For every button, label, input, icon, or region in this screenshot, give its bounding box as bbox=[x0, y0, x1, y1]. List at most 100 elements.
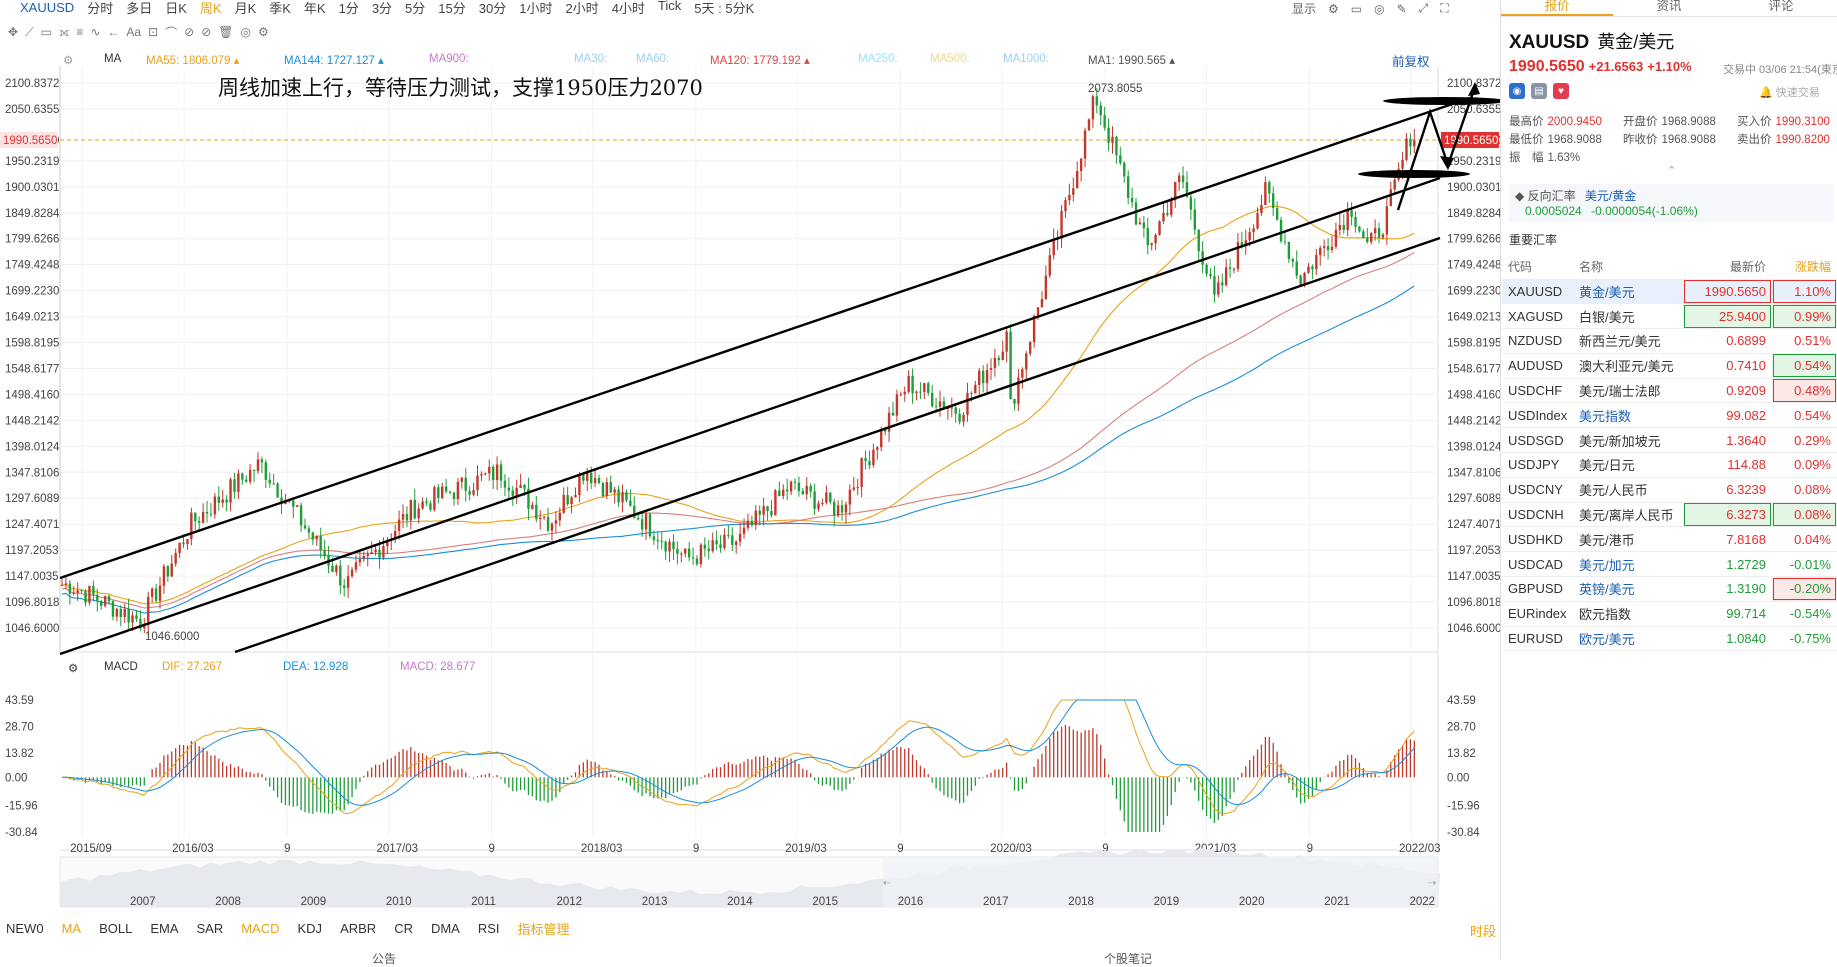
period-7[interactable]: 1分 bbox=[338, 0, 359, 16]
table-row[interactable]: NZDUSD 新西兰元/美元 0.6899 0.51% bbox=[1502, 328, 1837, 354]
macd-label[interactable]: MACD bbox=[104, 661, 138, 673]
table-row[interactable]: EURUSD 欧元/美元 1.0840 -0.75% bbox=[1502, 626, 1837, 652]
symbol-label[interactable]: XAUUSD bbox=[20, 0, 75, 15]
chart-canvas[interactable]: 2100.8372 2100.8372 2050.6355 2050.6355 1990… bbox=[0, 0, 1500, 960]
draw-tool-icon-3[interactable]: ⟗ bbox=[58, 24, 70, 39]
tab-announcement[interactable]: 公告 bbox=[372, 952, 397, 966]
indicator-4[interactable]: SAR bbox=[196, 920, 224, 936]
heart-icon[interactable]: ♥ bbox=[1553, 83, 1569, 99]
period-5[interactable]: 季K bbox=[269, 0, 291, 16]
tab-news[interactable]: 资讯 bbox=[1656, 0, 1682, 13]
draw-tool-icon-9[interactable]: ⌒ bbox=[165, 25, 178, 40]
col-header[interactable]: 最新价 bbox=[1682, 254, 1772, 280]
draw-tool-icon-0[interactable]: ✥ bbox=[8, 25, 19, 39]
fullscreen-icon[interactable]: ⛶ bbox=[1440, 1, 1449, 15]
tab-comments[interactable]: 评论 bbox=[1768, 0, 1794, 13]
period-14[interactable]: 4小时 bbox=[611, 0, 645, 16]
calendar-icon[interactable]: ▤ bbox=[1531, 83, 1547, 99]
display-menu[interactable]: 显示 bbox=[1292, 2, 1317, 16]
draw-tool-icon-4[interactable]: ≡ bbox=[76, 25, 84, 39]
table-row[interactable]: USDHKD 美元/港币 7.8168 0.04% bbox=[1502, 526, 1837, 553]
draw-tool-icon-6[interactable]: ← bbox=[107, 25, 120, 39]
period-10[interactable]: 15分 bbox=[438, 0, 466, 16]
candle-body bbox=[209, 513, 213, 515]
candle-body bbox=[397, 519, 401, 531]
table-row[interactable]: USDCHF 美元/瑞士法郎 0.9209 0.48% bbox=[1502, 378, 1837, 404]
period-13[interactable]: 2小时 bbox=[565, 0, 599, 16]
layout-icon[interactable]: ▭ bbox=[1350, 1, 1363, 16]
draw-tool-icon-2[interactable]: ▭ bbox=[40, 25, 52, 39]
period-0[interactable]: 分时 bbox=[87, 0, 114, 16]
candle-body bbox=[1299, 275, 1302, 286]
draw-tool-icon-14[interactable]: ⚙ bbox=[258, 25, 269, 39]
indicator-9[interactable]: DMA bbox=[430, 920, 460, 936]
quick-trade[interactable]: 🔔 快速交易 bbox=[1759, 87, 1820, 99]
camera-icon[interactable]: ◎ bbox=[1374, 1, 1385, 16]
period-12[interactable]: 1小时 bbox=[519, 0, 553, 16]
period-11[interactable]: 30分 bbox=[478, 0, 507, 16]
candle-body bbox=[488, 466, 491, 474]
col-header[interactable]: 涨跌幅 bbox=[1772, 254, 1837, 280]
ma-settings-icon[interactable]: ⚙ bbox=[63, 55, 74, 67]
table-row[interactable]: AUDUSD 澳大利亚元/美元 0.7410 0.54% bbox=[1502, 353, 1837, 379]
indicator-2[interactable]: BOLL bbox=[99, 920, 133, 936]
period-15[interactable]: Tick bbox=[657, 0, 682, 13]
tab-quote[interactable]: 报价 bbox=[1501, 0, 1613, 16]
period-2[interactable]: 日K bbox=[165, 0, 187, 16]
period-1[interactable]: 多日 bbox=[126, 0, 153, 16]
candle-body bbox=[754, 510, 757, 526]
indicator-10[interactable]: RSI bbox=[477, 920, 500, 936]
col-header[interactable]: 名称 bbox=[1573, 254, 1683, 280]
table-row[interactable]: XAUUSD 黄金/美元 1990.5650 1.10% bbox=[1502, 279, 1837, 305]
indicator-1[interactable]: MA bbox=[61, 920, 82, 936]
draw-tool-icon-8[interactable]: ⊡ bbox=[148, 25, 159, 39]
indicator-11[interactable]: 指标管理 bbox=[517, 921, 570, 937]
indicator-3[interactable]: EMA bbox=[150, 920, 179, 936]
rate-name: 美元指数 bbox=[1573, 402, 1683, 429]
draw-tool-icon-10[interactable]: ⊘ bbox=[184, 25, 195, 39]
table-row[interactable]: USDCNY 美元/人民币 6.3239 0.08% bbox=[1502, 477, 1837, 503]
period-3[interactable]: 周K bbox=[199, 0, 222, 16]
draw-tool-icon-5[interactable]: ∿ bbox=[90, 25, 101, 39]
fuquan-toggle[interactable]: 前复权 bbox=[1392, 55, 1430, 69]
globe-icon[interactable]: ◉ bbox=[1509, 83, 1525, 99]
table-row[interactable]: USDIndex 美元指数 99.082 0.54% bbox=[1502, 402, 1837, 429]
reverse-rate-label: ◆ 反向汇率 美元/黄金 bbox=[1515, 189, 1637, 203]
draw-tool-icon-1[interactable]: ⟋ bbox=[25, 24, 34, 39]
rate-code: USDJPY bbox=[1502, 452, 1574, 478]
table-row[interactable]: XAGUSD 白银/美元 25.9400 0.99% bbox=[1502, 303, 1837, 330]
table-row[interactable]: USDJPY 美元/日元 114.88 0.09% bbox=[1502, 452, 1837, 478]
rate-code: USDCAD bbox=[1502, 551, 1574, 578]
table-row[interactable]: USDCNH 美元/离岸人民币 6.3273 0.08% bbox=[1502, 502, 1837, 528]
edit-icon[interactable]: ✎ bbox=[1396, 1, 1407, 16]
collapse-icon[interactable]: ⌃ bbox=[1667, 165, 1677, 177]
tab-notes[interactable]: 个股笔记 bbox=[1104, 952, 1153, 966]
period-6[interactable]: 年K bbox=[303, 0, 326, 16]
period-9[interactable]: 5分 bbox=[405, 0, 426, 16]
period-16[interactable]: 5天 : 5分K bbox=[694, 0, 755, 16]
draw-tool-icon-13[interactable]: ◎ bbox=[240, 25, 251, 39]
indicator-7[interactable]: ARBR bbox=[340, 920, 377, 936]
settings-icon[interactable]: ⚙ bbox=[1328, 1, 1339, 16]
period-8[interactable]: 3分 bbox=[371, 0, 393, 16]
table-row[interactable]: GBPUSD 英镑/美元 1.3190 -0.20% bbox=[1502, 576, 1837, 602]
ma-label[interactable]: MA bbox=[104, 53, 122, 65]
expand-icon[interactable]: ⤢ bbox=[1418, 1, 1429, 15]
session-button[interactable]: 时段 bbox=[1470, 924, 1497, 939]
period-4[interactable]: 月K bbox=[234, 0, 257, 16]
col-header[interactable]: 代码 bbox=[1502, 254, 1574, 280]
table-row[interactable]: USDSGD 美元/新加坡元 1.3640 0.29% bbox=[1502, 427, 1837, 454]
candle-body bbox=[158, 585, 162, 601]
macd-settings-icon[interactable]: ⚙ bbox=[68, 663, 79, 675]
table-row[interactable]: EURindex 欧元指数 99.714 -0.54% bbox=[1502, 601, 1837, 627]
indicator-8[interactable]: CR bbox=[394, 920, 413, 936]
draw-tool-icon-11[interactable]: ⊘ bbox=[201, 25, 212, 39]
indicator-5[interactable]: MACD bbox=[241, 920, 280, 936]
candle-body bbox=[452, 492, 456, 500]
draw-tool-icon-7[interactable]: Aa bbox=[126, 25, 142, 39]
table-row[interactable]: USDCAD 美元/加元 1.2729 -0.01% bbox=[1502, 551, 1837, 578]
indicator-6[interactable]: KDJ bbox=[297, 920, 323, 936]
candle-body bbox=[1174, 181, 1177, 201]
draw-tool-icon-12[interactable]: 🗑 bbox=[218, 25, 234, 39]
indicator-0[interactable]: NEW0 bbox=[6, 920, 44, 936]
